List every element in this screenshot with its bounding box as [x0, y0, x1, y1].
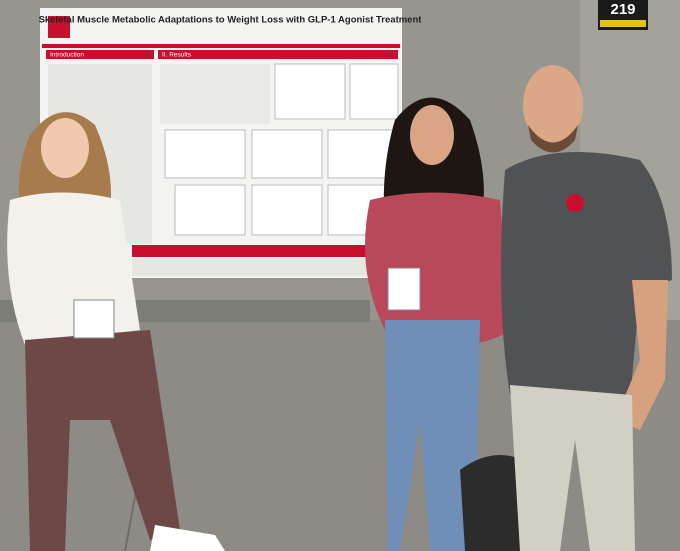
- sign-stripe: [600, 20, 646, 27]
- person-right-pants: [510, 385, 635, 551]
- person-middle-jeans: [385, 320, 480, 551]
- section-header: [46, 50, 154, 59]
- person-left-face: [41, 118, 89, 178]
- person-left-pants: [25, 330, 180, 551]
- poster-footer-bar: [132, 245, 400, 257]
- poster-title: Skeletal Muscle Metabolic Adaptations to…: [39, 15, 423, 26]
- poster-table: [160, 64, 270, 124]
- person-middle-face: [410, 105, 454, 165]
- person-right-head: [523, 65, 583, 145]
- person-left-shoe: [150, 525, 225, 551]
- person-middle-badge: [387, 267, 421, 311]
- poster-figure: [251, 184, 323, 236]
- poster-logo: [48, 16, 70, 38]
- poster-figure: [274, 63, 346, 120]
- poster-header-bar: [42, 44, 400, 48]
- poster-footer: [132, 258, 400, 276]
- poster-figure: [349, 63, 399, 120]
- person-right-beard: [528, 125, 578, 153]
- section-label: Introduction: [50, 52, 84, 59]
- poster-figure: [164, 129, 246, 179]
- person-left-badge: [73, 299, 115, 339]
- poster-figure: [251, 129, 323, 179]
- booth-number: 219: [610, 1, 635, 18]
- section-header: [158, 50, 398, 59]
- person-right-shirt: [501, 152, 672, 400]
- poster-figure: [174, 184, 246, 236]
- person-right-logo: [566, 194, 584, 212]
- person-right-arm: [615, 280, 668, 430]
- section-label: II. Results: [162, 52, 192, 59]
